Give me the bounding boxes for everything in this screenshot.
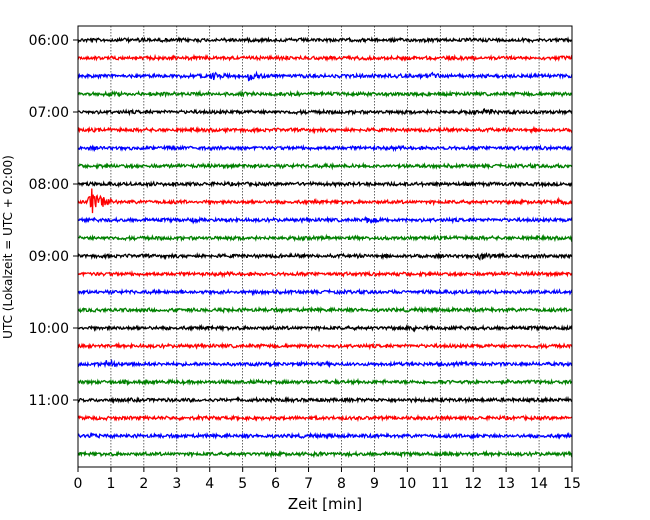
y-tick-label: 10:00 [29, 321, 69, 337]
x-tick-label: 11 [431, 476, 449, 492]
trace-0630 [77, 70, 573, 82]
y-axis-label: UTC (Lokalzeit = UTC + 02:00) [1, 155, 15, 339]
trace-0600 [77, 36, 573, 45]
x-tick-label: 10 [398, 476, 416, 492]
x-tick-label: 3 [172, 476, 181, 492]
y-tick-label: 08:00 [29, 177, 69, 193]
y-axis: 06:00 07:00 08:00 09:00 10:00 11:00 [29, 33, 78, 409]
x-tick-label: 5 [238, 476, 247, 492]
trace-1015 [77, 341, 573, 351]
trace-0845 [77, 233, 573, 243]
trace-0800 [77, 179, 573, 189]
x-tick-label: 8 [337, 476, 346, 492]
y-tick-label: 09:00 [29, 249, 69, 265]
plot-frame [77, 25, 573, 468]
trace-1115 [77, 413, 573, 423]
x-tick-label: 4 [205, 476, 214, 492]
x-tick-label: 12 [464, 476, 482, 492]
trace-1000 [77, 323, 573, 333]
trace-0700 [77, 108, 573, 117]
trace-0715 [77, 125, 573, 135]
trace-1130 [77, 431, 573, 441]
x-tick-label: 0 [74, 476, 83, 492]
x-tick-label: 2 [139, 476, 148, 492]
y-tick-label: 07:00 [29, 105, 69, 121]
y-tick-label: 11:00 [29, 393, 69, 409]
trace-0945 [77, 305, 573, 315]
trace-0615 [77, 53, 573, 62]
trace-0915 [77, 270, 573, 279]
x-tick-label: 15 [563, 476, 581, 492]
trace-0930 [77, 287, 573, 297]
trace-1145 [77, 449, 573, 459]
x-tick-label: 7 [304, 476, 313, 492]
trace-0730 [77, 143, 573, 153]
x-tick-label: 1 [106, 476, 115, 492]
trace-0900 [77, 251, 573, 261]
trace-1045 [77, 377, 573, 387]
x-tick-label: 9 [370, 476, 379, 492]
trace-0745 [77, 161, 573, 171]
traces [77, 36, 573, 459]
trace-0815 [77, 188, 573, 214]
x-tick-label: 13 [497, 476, 515, 492]
x-tick-label: 6 [271, 476, 280, 492]
x-axis: 0 1 2 3 4 5 6 7 8 9 10 11 12 13 14 15 [74, 467, 581, 492]
x-axis-label: Zeit [min] [288, 495, 362, 513]
x-tick-label: 14 [530, 476, 548, 492]
trace-0645 [77, 89, 573, 99]
trace-1100 [77, 395, 573, 405]
trace-0830 [77, 215, 573, 225]
grid-lines [110, 26, 540, 467]
trace-1030 [77, 358, 573, 369]
y-tick-label: 06:00 [29, 33, 69, 49]
